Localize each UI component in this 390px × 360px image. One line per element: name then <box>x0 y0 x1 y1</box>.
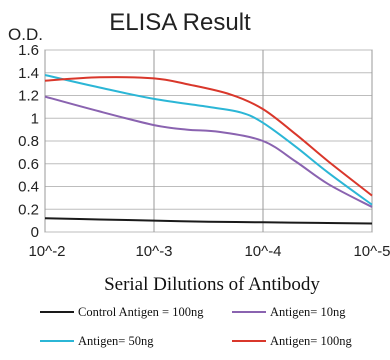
y-tick-label: 0.8 <box>18 133 39 150</box>
series-line-4 <box>44 76 373 197</box>
x-tick-label: 10^-5 <box>353 243 390 260</box>
y-tick-label: 0.4 <box>18 179 39 196</box>
series-line-2 <box>44 95 373 208</box>
y-tick-label: 1.2 <box>18 88 39 105</box>
y-axis-label: O.D. <box>8 25 43 44</box>
y-tick-label: 1.6 <box>18 42 39 59</box>
y-tick-label: 0 <box>31 224 39 241</box>
legend-label: Control Antigen = 100ng <box>78 305 204 319</box>
chart-title: ELISA Result <box>109 9 251 36</box>
legend-label: Antigen= 50ng <box>78 334 154 348</box>
x-tick-label: 10^-3 <box>135 243 172 260</box>
legend-label: Antigen= 10ng <box>270 305 346 319</box>
series-line-3 <box>44 74 373 206</box>
x-tick-labels: 10^-2 10^-3 10^-4 10^-5 <box>28 243 390 260</box>
x-axis-label: Serial Dilutions of Antibody <box>104 274 320 295</box>
legend: Control Antigen = 100ng Antigen= 10ng Anti… <box>40 305 352 348</box>
series-lines <box>44 74 373 225</box>
grid-lines <box>44 49 373 233</box>
series-line-1 <box>44 217 373 225</box>
y-tick-labels: 0 0.2 0.4 0.6 0.8 1 1.2 1.4 1.6 <box>18 42 39 241</box>
y-tick-label: 0.2 <box>18 201 39 218</box>
legend-label: Antigen= 100ng <box>270 334 352 348</box>
x-tick-label: 10^-4 <box>244 243 281 260</box>
y-tick-label: 0.6 <box>18 156 39 173</box>
x-tick-label: 10^-2 <box>28 243 65 260</box>
y-tick-label: 1.4 <box>18 65 39 82</box>
y-tick-label: 1 <box>31 110 39 127</box>
